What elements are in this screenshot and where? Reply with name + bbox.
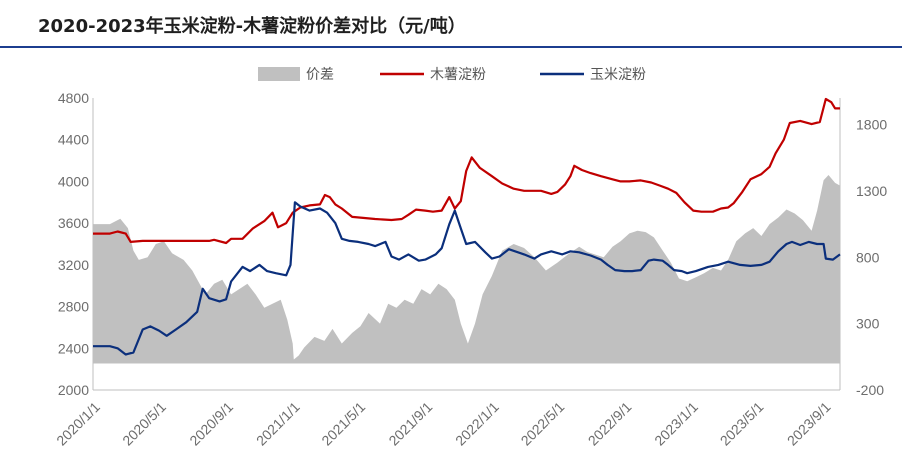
x-tick-label: 2020/9/1: [186, 399, 236, 449]
y-left-tick-label: 3600: [58, 215, 89, 231]
y-left-tick-label: 4400: [58, 132, 89, 148]
y-right-tick-label: 1800: [856, 117, 887, 133]
y-right-tick-label: 300: [856, 316, 880, 332]
corn-line: [93, 201, 841, 356]
y-left-tick-label: 2800: [58, 299, 89, 315]
price-lines-layer: [93, 97, 841, 356]
legend: 价差 木薯淀粉 玉米淀粉: [258, 67, 646, 83]
title-underline: [0, 46, 902, 48]
y-left-tick-label: 2400: [58, 340, 89, 356]
legend-swatch-spread: [258, 67, 300, 81]
x-tick-label: 2020/1/1: [53, 399, 103, 449]
y-right-tick-label: -200: [856, 382, 884, 398]
x-tick-label: 2021/1/1: [253, 399, 303, 449]
x-tick-label: 2023/9/1: [784, 399, 834, 449]
y-left-tick-label: 4000: [58, 173, 89, 189]
x-tick-label: 2022/1/1: [452, 399, 502, 449]
x-tick-label: 2023/5/1: [717, 399, 767, 449]
y-right-tick-label: 800: [856, 249, 880, 265]
y-left-tick-label: 2000: [58, 382, 89, 398]
x-tick-label: 2020/5/1: [119, 399, 169, 449]
y-left-tick-label: 3200: [58, 257, 89, 273]
x-tick-label: 2023/1/1: [651, 399, 701, 449]
legend-label-spread: 价差: [306, 67, 334, 83]
cassava-line: [93, 97, 840, 245]
y-right-tick-label: 1300: [856, 183, 887, 199]
x-tick-label: 2022/9/1: [585, 399, 635, 449]
x-tick-label: 2021/5/1: [318, 399, 368, 449]
x-tick-label: 2022/5/1: [518, 399, 568, 449]
chart-title: 2020-2023年玉米淀粉-木薯淀粉价差对比（元/吨）: [38, 16, 466, 37]
axes-layer: [92, 98, 841, 391]
legend-label-cassava: 木薯淀粉: [430, 67, 486, 83]
y-left-tick-label: 4800: [58, 90, 89, 106]
x-tick-label: 2021/9/1: [385, 399, 435, 449]
legend-label-corn: 玉米淀粉: [590, 67, 646, 83]
spread-area-layer: [93, 175, 840, 364]
spread-area: [93, 175, 840, 364]
